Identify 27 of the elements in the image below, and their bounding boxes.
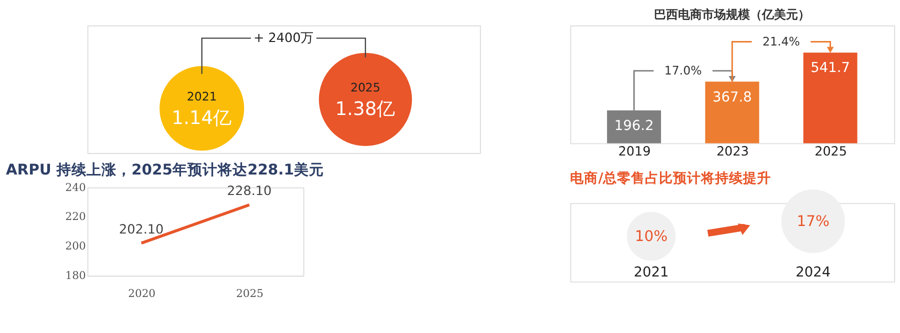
text: 21.4%: [762, 34, 800, 49]
x-tick-label: 2019: [618, 144, 651, 160]
y-tick-label: 200: [65, 240, 86, 253]
category-label: 2024: [796, 264, 831, 281]
data-label: 1.38亿: [335, 99, 396, 120]
category-label: 2021: [634, 264, 669, 281]
data-label: 1.14亿: [172, 108, 232, 130]
data-label: 367.8: [712, 89, 752, 106]
data-label: 202.10: [119, 222, 164, 238]
data-label: 228.10: [226, 184, 272, 200]
data-label: 196.2: [614, 118, 654, 134]
category-label: 2021: [186, 90, 217, 104]
chart-title: 巴西电商市场规模（亿美元）: [654, 8, 810, 22]
category-label: 2025: [350, 80, 380, 95]
text: + 2400万: [254, 31, 314, 46]
annotation: 17.0%: [664, 64, 702, 78]
chart-title: ARPU 持续上涨，2025年预计将达228.1美元: [6, 160, 324, 179]
x-tick-label: 2020: [128, 286, 156, 300]
data-label: 17%: [796, 213, 830, 230]
text: 电商/总零售占比预计将持续提升: [570, 170, 772, 187]
y-tick-label: 240: [65, 180, 86, 194]
y-tick-label: 220: [65, 210, 86, 224]
x-tick-label: 2023: [716, 144, 749, 160]
data-label: 10%: [634, 228, 668, 246]
x-tick-label: 2025: [814, 144, 848, 160]
data-label: 541.7: [810, 60, 850, 76]
y-tick-label: 180: [65, 269, 86, 282]
